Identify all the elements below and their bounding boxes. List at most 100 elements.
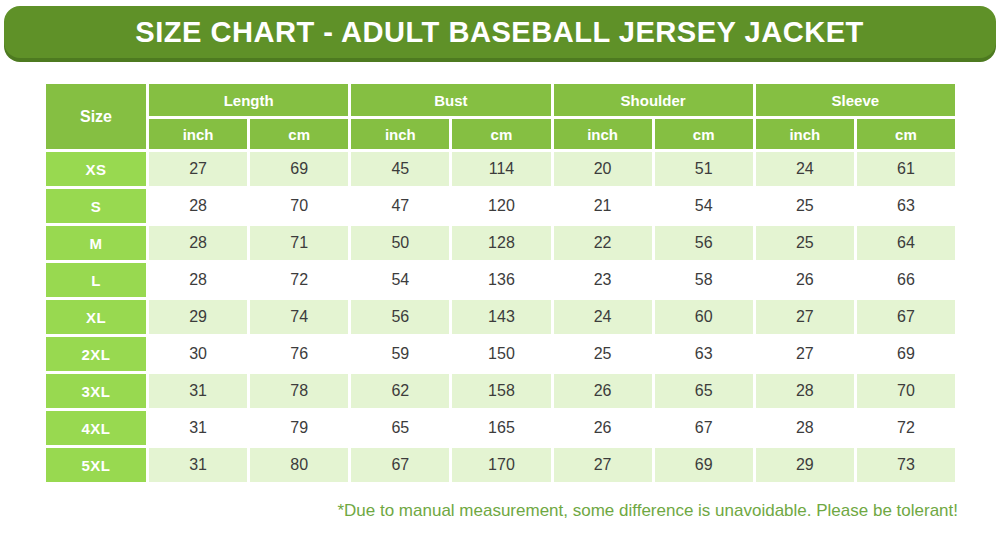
measurement-cell: 27 — [756, 300, 854, 334]
size-chart-table: Size Length Bust Shoulder Sleeve inch cm… — [43, 81, 958, 485]
measurement-cell: 79 — [250, 411, 348, 445]
table-row: L28725413623582666 — [46, 263, 955, 297]
size-label-cell: 3XL — [46, 374, 146, 408]
measurement-cell: 66 — [857, 263, 955, 297]
measurement-cell: 136 — [452, 263, 550, 297]
measurement-cell: 54 — [351, 263, 449, 297]
measurement-cell: 28 — [149, 189, 247, 223]
table-row: M28715012822562564 — [46, 226, 955, 260]
measurement-cell: 54 — [655, 189, 753, 223]
sleeve-group-header: Sleeve — [756, 84, 955, 116]
table-row: 4XL31796516526672872 — [46, 411, 955, 445]
measurement-cell: 78 — [250, 374, 348, 408]
size-label-cell: XL — [46, 300, 146, 334]
measurement-cell: 63 — [655, 337, 753, 371]
measurement-cell: 31 — [149, 448, 247, 482]
measurement-cell: 25 — [756, 226, 854, 260]
measurement-cell: 65 — [351, 411, 449, 445]
unit-header-row: inch cm inch cm inch cm inch cm — [46, 119, 955, 149]
length-cm-header: cm — [250, 119, 348, 149]
size-label-cell: L — [46, 263, 146, 297]
bust-cm-header: cm — [452, 119, 550, 149]
measurement-cell: 21 — [554, 189, 652, 223]
measurement-cell: 30 — [149, 337, 247, 371]
table-row: 2XL30765915025632769 — [46, 337, 955, 371]
measurement-cell: 67 — [655, 411, 753, 445]
measurement-cell: 70 — [250, 189, 348, 223]
size-label-cell: M — [46, 226, 146, 260]
measurement-cell: 45 — [351, 152, 449, 186]
measurement-cell: 47 — [351, 189, 449, 223]
table-row: 5XL31806717027692973 — [46, 448, 955, 482]
page-title: SIZE CHART - ADULT BASEBALL JERSEY JACKE… — [136, 15, 865, 49]
measurement-cell: 69 — [655, 448, 753, 482]
measurement-cell: 62 — [351, 374, 449, 408]
measurement-cell: 31 — [149, 411, 247, 445]
sleeve-cm-header: cm — [857, 119, 955, 149]
size-label-cell: 5XL — [46, 448, 146, 482]
bust-inch-header: inch — [351, 119, 449, 149]
measurement-cell: 20 — [554, 152, 652, 186]
measurement-cell: 80 — [250, 448, 348, 482]
measurement-cell: 27 — [756, 337, 854, 371]
measurement-cell: 67 — [351, 448, 449, 482]
measurement-cell: 74 — [250, 300, 348, 334]
measurement-cell: 27 — [554, 448, 652, 482]
measurement-cell: 56 — [655, 226, 753, 260]
measurement-cell: 29 — [149, 300, 247, 334]
size-label-cell: S — [46, 189, 146, 223]
measurement-cell: 165 — [452, 411, 550, 445]
measurement-cell: 60 — [655, 300, 753, 334]
size-label-cell: XS — [46, 152, 146, 186]
measurement-cell: 28 — [149, 226, 247, 260]
measurement-cell: 150 — [452, 337, 550, 371]
size-label-cell: 4XL — [46, 411, 146, 445]
measurement-cell: 24 — [756, 152, 854, 186]
size-label-cell: 2XL — [46, 337, 146, 371]
measurement-cell: 26 — [756, 263, 854, 297]
size-chart-header: Size Length Bust Shoulder Sleeve inch cm… — [46, 84, 955, 149]
measurement-cell: 120 — [452, 189, 550, 223]
shoulder-cm-header: cm — [655, 119, 753, 149]
bust-group-header: Bust — [351, 84, 550, 116]
measurement-cell: 28 — [756, 411, 854, 445]
measurement-cell: 28 — [149, 263, 247, 297]
measurement-cell: 22 — [554, 226, 652, 260]
measurement-cell: 31 — [149, 374, 247, 408]
length-inch-header: inch — [149, 119, 247, 149]
measurement-cell: 65 — [655, 374, 753, 408]
group-header-row: Size Length Bust Shoulder Sleeve — [46, 84, 955, 116]
size-table-body: XS27694511420512461S28704712021542563M28… — [46, 152, 955, 482]
measurement-cell: 128 — [452, 226, 550, 260]
length-group-header: Length — [149, 84, 348, 116]
measurement-cell: 72 — [250, 263, 348, 297]
measurement-disclaimer: *Due to manual measurement, some differe… — [0, 501, 958, 521]
measurement-cell: 25 — [554, 337, 652, 371]
measurement-cell: 58 — [655, 263, 753, 297]
measurement-cell: 63 — [857, 189, 955, 223]
measurement-cell: 73 — [857, 448, 955, 482]
measurement-cell: 29 — [756, 448, 854, 482]
measurement-cell: 143 — [452, 300, 550, 334]
measurement-cell: 61 — [857, 152, 955, 186]
measurement-cell: 64 — [857, 226, 955, 260]
measurement-cell: 50 — [351, 226, 449, 260]
shoulder-group-header: Shoulder — [554, 84, 753, 116]
measurement-cell: 158 — [452, 374, 550, 408]
measurement-cell: 114 — [452, 152, 550, 186]
size-chart-container: Size Length Bust Shoulder Sleeve inch cm… — [43, 81, 958, 485]
table-row: XS27694511420512461 — [46, 152, 955, 186]
measurement-cell: 51 — [655, 152, 753, 186]
measurement-cell: 25 — [756, 189, 854, 223]
measurement-cell: 72 — [857, 411, 955, 445]
measurement-cell: 56 — [351, 300, 449, 334]
measurement-cell: 76 — [250, 337, 348, 371]
table-row: S28704712021542563 — [46, 189, 955, 223]
sleeve-inch-header: inch — [756, 119, 854, 149]
measurement-cell: 27 — [149, 152, 247, 186]
measurement-cell: 59 — [351, 337, 449, 371]
shoulder-inch-header: inch — [554, 119, 652, 149]
measurement-cell: 70 — [857, 374, 955, 408]
measurement-cell: 23 — [554, 263, 652, 297]
measurement-cell: 28 — [756, 374, 854, 408]
